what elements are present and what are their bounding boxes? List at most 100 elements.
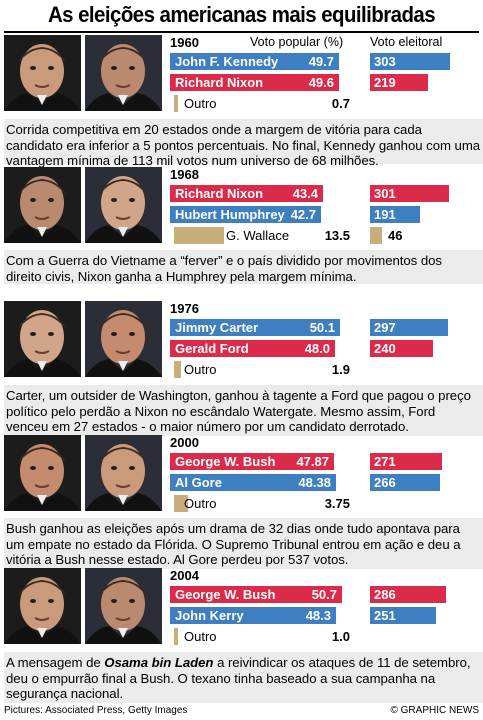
- other-vote-value: 13.5: [324, 228, 350, 243]
- portrait-icon: [4, 568, 81, 644]
- election-1960: 1960 Voto popular (%) Voto eleitoral John F…: [4, 35, 483, 168]
- popular-vote-bar: John F. Kennedy 49.7: [170, 53, 339, 70]
- electoral-vote-bar: 303: [370, 53, 450, 70]
- other-vote-value: 0.7: [331, 96, 350, 111]
- candidate-photo-2: [85, 301, 162, 377]
- popular-vote-value: 48.38: [298, 475, 331, 490]
- electoral-vote-bar: 297: [370, 319, 448, 336]
- other-vote-bar: [174, 227, 224, 244]
- popular-vote-bar: Gerald Ford 48.0: [170, 340, 335, 357]
- portrait-icon: [4, 301, 81, 377]
- other-candidate-label: Outro: [184, 362, 217, 377]
- popular-vote-value: 47.87: [296, 454, 329, 469]
- other-electoral-bar: [370, 227, 382, 244]
- election-2004: 2004 George W. Bush 50.7 286 John Kerry 48.3 2…: [4, 568, 483, 703]
- other-vote-bar: [174, 628, 178, 645]
- popular-vote-value: 48.0: [304, 341, 330, 356]
- election-year: 1960: [170, 35, 199, 50]
- summary-text: A mensagem de: [6, 655, 105, 670]
- portrait-icon: [4, 35, 81, 111]
- candidate-photo-1: [4, 435, 81, 511]
- popular-vote-bar: Richard Nixon 43.4: [170, 185, 323, 202]
- portrait-icon: [85, 35, 162, 111]
- candidate-name: George W. Bush: [175, 454, 276, 469]
- popular-vote-value: 50.1: [309, 320, 335, 335]
- candidate-photo-2: [85, 435, 162, 511]
- summary-text: a reivindicar os ataques de 11 de setemb…: [6, 655, 471, 701]
- election-summary: Corrida competitiva em 20 estados onde a…: [4, 119, 483, 168]
- electoral-vote-bar: 301: [370, 185, 449, 202]
- candidate-name: Richard Nixon: [175, 75, 264, 90]
- title-divider: [4, 31, 479, 33]
- other-vote-value: 1.9: [331, 362, 350, 377]
- popular-vote-value: 42.7: [290, 207, 316, 222]
- electoral-vote-bar: 191: [370, 206, 420, 223]
- candidate-photo-2: [85, 568, 162, 644]
- popular-vote-bar: George W. Bush 47.87: [170, 453, 334, 470]
- other-vote-bar: [174, 95, 178, 112]
- other-vote-bar: [174, 495, 188, 512]
- election-summary: Com a Guerra do Vietname a “ferver” e o …: [4, 250, 483, 284]
- electoral-vote-bar: 286: [370, 586, 446, 603]
- photo-credits: Pictures: Associated Press, Getty Images: [4, 705, 188, 716]
- portrait-icon: [4, 167, 81, 243]
- electoral-vote-bar: 251: [370, 607, 436, 624]
- election-summary: Carter, um outsider de Washington, ganho…: [4, 385, 483, 436]
- candidate-photo-1: [4, 167, 81, 243]
- candidate-name: George W. Bush: [175, 587, 276, 602]
- popular-vote-bar: Jimmy Carter 50.1: [170, 319, 340, 336]
- popular-vote-value: 49.6: [308, 75, 334, 90]
- candidate-name: John Kerry: [175, 608, 244, 623]
- candidate-photo-2: [85, 35, 162, 111]
- candidate-name: Richard Nixon: [175, 186, 264, 201]
- electoral-vote-bar: 219: [370, 74, 428, 91]
- candidate-photo-1: [4, 568, 81, 644]
- candidate-photo-2: [85, 167, 162, 243]
- portrait-icon: [4, 435, 81, 511]
- portrait-icon: [85, 435, 162, 511]
- other-vote-value: 3.75: [324, 496, 350, 511]
- popular-vote-value: 48.3: [305, 608, 331, 623]
- other-candidate-label: Outro: [184, 629, 217, 644]
- candidate-name: Al Gore: [175, 475, 222, 490]
- election-year: 1968: [170, 167, 199, 182]
- popular-vote-value: 49.7: [308, 54, 334, 69]
- electoral-vote-bar: 271: [370, 453, 442, 470]
- other-candidate-label: G. Wallace: [226, 228, 290, 243]
- portrait-icon: [85, 301, 162, 377]
- election-year: 2004: [170, 568, 199, 583]
- election-year: 2000: [170, 435, 199, 450]
- portrait-icon: [85, 167, 162, 243]
- election-2000: 2000 George W. Bush 47.87 271 Al Gore 48.38 26…: [4, 435, 483, 569]
- popular-vote-bar: George W. Bush 50.7: [170, 586, 342, 603]
- page-title: As eleições americanas mais equilibradas: [47, 2, 436, 27]
- portrait-icon: [85, 568, 162, 644]
- electoral-vote-bar: 240: [370, 340, 433, 357]
- candidate-photo-1: [4, 35, 81, 111]
- candidate-name: John F. Kennedy: [175, 54, 279, 69]
- popular-vote-bar: Al Gore 48.38: [170, 474, 336, 491]
- other-electoral-value: 46: [388, 228, 403, 243]
- electoral-vote-header: Voto eleitoral: [370, 35, 443, 49]
- election-1968: 1968 Richard Nixon 43.4 301 Hubert Humphrey 4…: [4, 167, 483, 284]
- election-summary: Bush ganhou as eleições após um drama de…: [4, 518, 483, 569]
- other-candidate-label: Outro: [184, 496, 217, 511]
- popular-vote-header: Voto popular (%): [250, 35, 344, 49]
- summary-highlight: Osama bin Laden: [104, 655, 214, 670]
- candidate-name: Hubert Humphrey: [175, 207, 285, 222]
- other-vote-value: 1.0: [331, 629, 350, 644]
- candidate-name: Gerald Ford: [175, 341, 249, 356]
- electoral-vote-bar: 266: [370, 474, 440, 491]
- election-summary: A mensagem de Osama bin Laden a reivindi…: [4, 652, 483, 703]
- candidate-name: Jimmy Carter: [175, 320, 259, 335]
- popular-vote-bar: John Kerry 48.3: [170, 607, 336, 624]
- candidate-photo-1: [4, 301, 81, 377]
- other-vote-bar: [174, 361, 181, 378]
- popular-vote-bar: Hubert Humphrey 42.7: [170, 206, 321, 223]
- popular-vote-value: 43.4: [292, 186, 318, 201]
- election-year: 1976: [170, 301, 199, 316]
- election-1976: 1976 Jimmy Carter 50.1 297 Gerald Ford 48.0 24…: [4, 301, 483, 436]
- other-candidate-label: Outro: [184, 96, 217, 111]
- popular-vote-bar: Richard Nixon 49.6: [170, 74, 339, 91]
